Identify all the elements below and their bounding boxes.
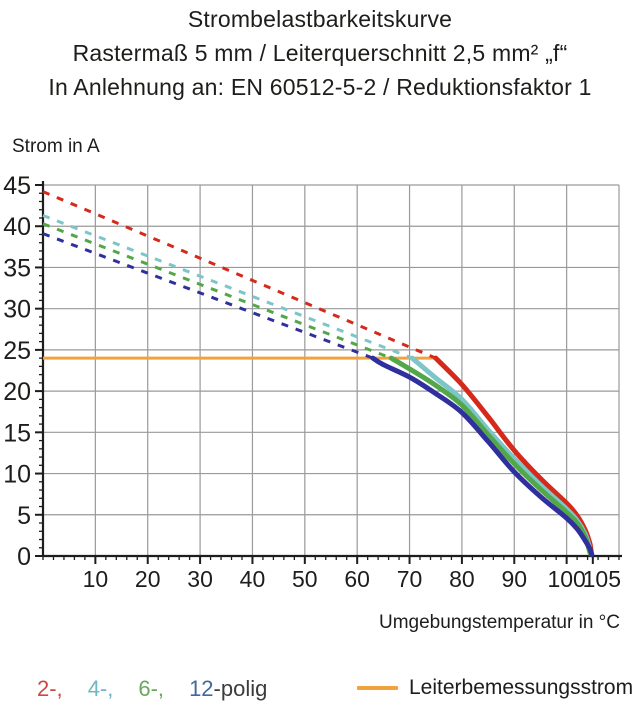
x-tick-label-80: 80: [449, 566, 475, 592]
x-axis-label: Umgebungstemperatur in °C: [379, 612, 620, 633]
title-line-1: Strombelastbarkeitskurve: [187, 6, 453, 32]
y-tick-label-0: 0: [17, 543, 31, 571]
legend-token-4: 4-,: [87, 676, 114, 701]
y-tick-label-20: 20: [3, 378, 31, 406]
x-tick-label-90: 90: [501, 566, 527, 592]
series-12-polig-solid: [370, 355, 595, 558]
x-tick-label-100: 100: [547, 566, 585, 592]
x-tick-label-20: 20: [135, 566, 161, 592]
legend-token-2: 2-,: [37, 676, 63, 701]
legend-token-polig: -polig: [213, 676, 268, 701]
x-tick-label-10: 10: [83, 566, 109, 592]
y-tick-label-35: 35: [3, 254, 31, 282]
legend-pole-counts: 2-, 4-, 6-, 12-polig: [37, 676, 267, 702]
rated-current-line-swatch: [357, 686, 398, 690]
y-tick-label-40: 40: [3, 213, 31, 241]
chart-title-block: Strombelastbarkeitskurve Rastermaß 5 mm …: [0, 2, 640, 104]
series-2-polig-dashed: [42, 190, 437, 360]
y-tick-label-10: 10: [3, 461, 31, 489]
title-line-3: In Anlehnung an: EN 60512-5-2 / Reduktio…: [48, 74, 592, 100]
y-tick-label-25: 25: [3, 337, 31, 365]
series-12-polig-dashed: [42, 232, 374, 360]
series-6-polig-solid: [388, 355, 593, 556]
legend-rated-current: Leiterbemessungsstrom: [357, 676, 633, 700]
y-axis-label: Strom in A: [12, 136, 100, 157]
series-6-polig-dashed: [42, 222, 392, 360]
series-4-polig-dashed: [42, 214, 413, 360]
title-line-2: Rastermaß 5 mm / Leiterquerschnitt 2,5 m…: [72, 40, 568, 66]
legend-token-6: 6-,: [138, 676, 165, 701]
y-tick-label-15: 15: [3, 419, 31, 447]
legend-token-12: 12: [189, 676, 214, 701]
y-tick-label-30: 30: [3, 296, 31, 324]
x-tick-label-70: 70: [397, 566, 423, 592]
x-tick-label-105: 105: [583, 566, 621, 592]
y-tick-label-45: 45: [3, 172, 31, 200]
rated-current-label: Leiterbemessungsstrom: [409, 676, 634, 699]
x-tick-label-60: 60: [344, 566, 370, 592]
x-tick-label-40: 40: [240, 566, 266, 592]
y-tick-label-5: 5: [17, 502, 31, 530]
x-tick-label-30: 30: [187, 566, 213, 592]
x-tick-label-50: 50: [292, 566, 318, 592]
